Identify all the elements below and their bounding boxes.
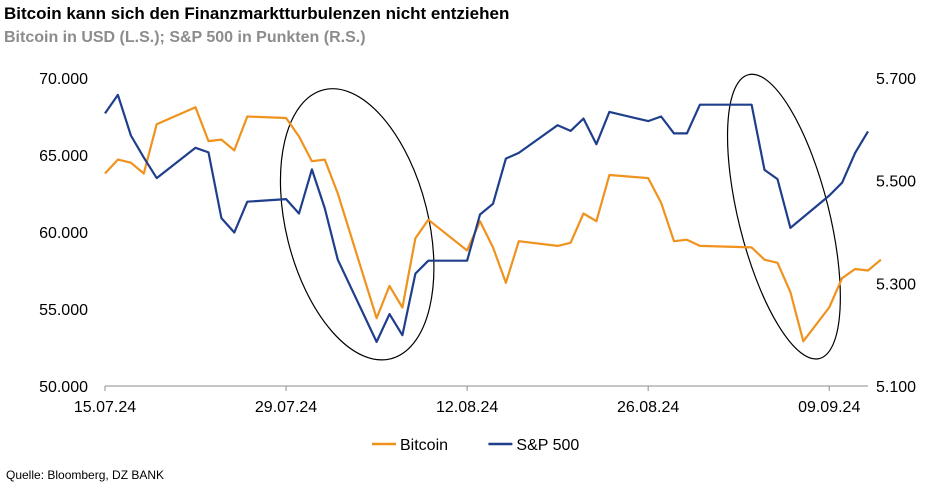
- series-line-bitcoin: [104, 106, 882, 343]
- chart-subtitle: Bitcoin in USD (L.S.); S&P 500 in Punkte…: [4, 29, 366, 46]
- y-left-tick-label: 55.000: [39, 302, 88, 319]
- chart-title: Bitcoin kann sich den Finanzmarktturbule…: [4, 4, 510, 23]
- x-tick-label: 26.08.24: [617, 399, 679, 416]
- source-note: Quelle: Bloomberg, DZ BANK: [6, 468, 165, 482]
- annotations: [279, 73, 841, 361]
- series-lines: [104, 93, 882, 343]
- highlight-ellipse-1: [279, 88, 435, 361]
- highlight-ellipse-2: [726, 73, 841, 360]
- axes: 15.07.24 29.07.24 12.08.24 26.08.24 09.09.24…: [39, 71, 916, 416]
- x-tick-label: 12.08.24: [436, 399, 498, 416]
- y-right-tick-label: 5.100: [876, 379, 916, 396]
- series-line-s-p-500: [104, 93, 869, 343]
- x-tick-label: 29.07.24: [255, 399, 317, 416]
- y-right-tick-label: 5.300: [876, 276, 916, 293]
- y-left-tick-label: 60.000: [39, 225, 88, 242]
- y-right-tick-label: 5.700: [876, 71, 916, 88]
- legend: Bitcoin S&P 500: [372, 437, 579, 454]
- x-tick-label: 15.07.24: [74, 399, 136, 416]
- legend-label: Bitcoin: [400, 437, 448, 454]
- y-left-tick-label: 50.000: [39, 379, 88, 396]
- y-right-tick-label: 5.500: [876, 174, 916, 191]
- y-left-tick-label: 65.000: [39, 148, 88, 165]
- y-left-tick-label: 70.000: [39, 71, 88, 88]
- legend-label: S&P 500: [516, 437, 579, 454]
- x-tick-label: 09.09.24: [798, 399, 860, 416]
